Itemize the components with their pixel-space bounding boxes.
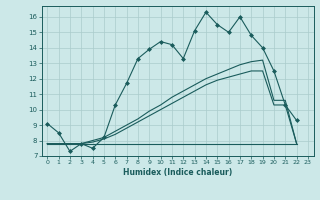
X-axis label: Humidex (Indice chaleur): Humidex (Indice chaleur) bbox=[123, 168, 232, 177]
